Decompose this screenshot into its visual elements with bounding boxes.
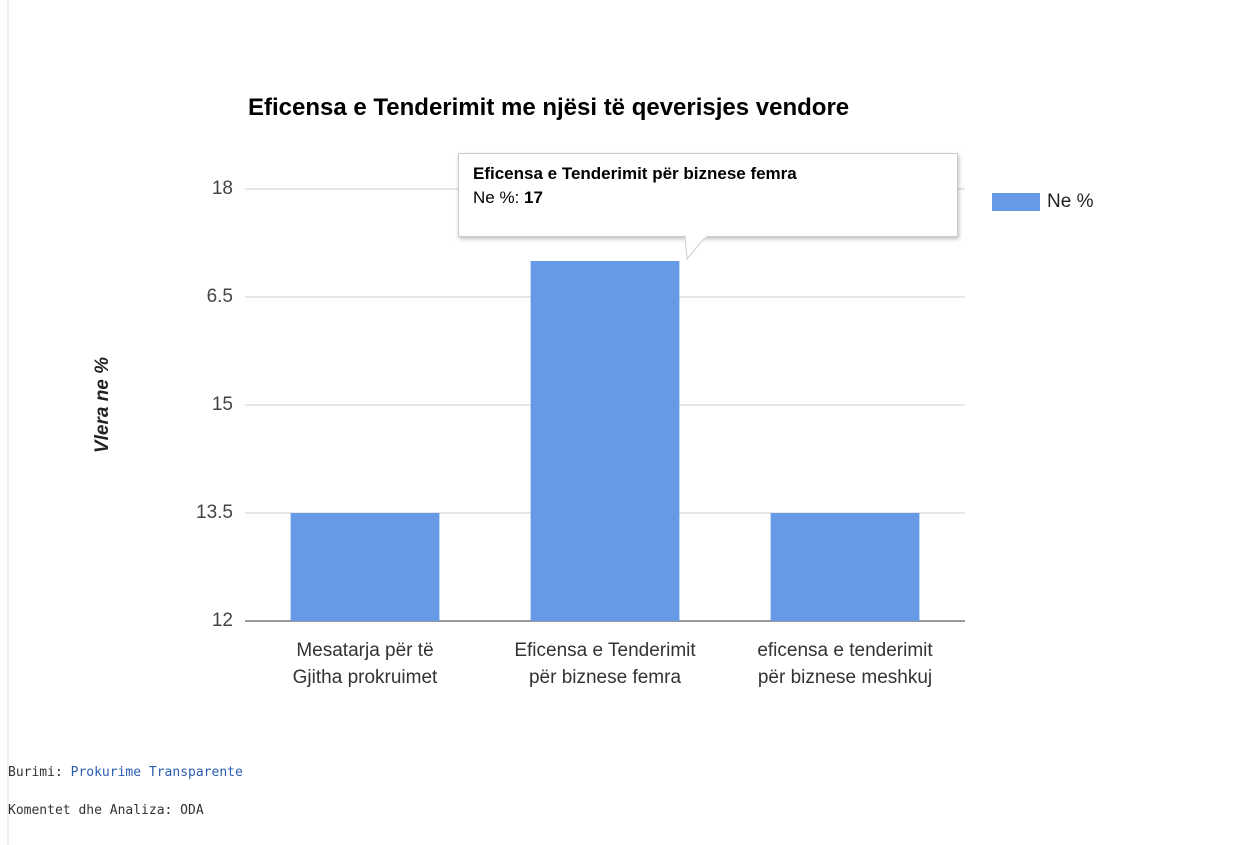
bar	[770, 513, 920, 621]
y-tick-label: 15	[212, 394, 233, 415]
source-label: Burimi:	[8, 765, 63, 780]
y-tick-label: 18	[212, 178, 233, 199]
bar	[530, 261, 680, 621]
chart-title: Eficensa e Tenderimit me njësi të qeveri…	[248, 94, 850, 121]
tooltip: Eficensa e Tenderimit për biznese femra N…	[458, 153, 958, 237]
tooltip-title: Eficensa e Tenderimit për biznese femra	[473, 164, 797, 183]
tooltip-series: Ne %	[473, 188, 524, 207]
tooltip-value: 17	[524, 188, 543, 207]
x-tick-label: Eficensa e Tenderimit për biznese femra	[514, 640, 696, 688]
x-tick-label: eficensa e tenderimit për biznese meshku…	[757, 640, 933, 688]
bar	[290, 513, 440, 621]
tooltip-pointer	[684, 235, 707, 261]
source: Burimi: Prokurime Transparente	[8, 765, 243, 780]
comments: Komentet dhe Analiza: ODA	[8, 803, 204, 818]
x-tick-label: Mesatarja për të Gjitha prokruimet	[292, 640, 438, 688]
y-tick-label: 6.5	[207, 286, 233, 307]
y-tick-label: 13.5	[196, 502, 233, 523]
y-tick-label: 12	[212, 610, 233, 631]
legend-label: Ne %	[1047, 191, 1094, 212]
y-axis-label: Vlera ne %	[92, 357, 113, 453]
source-link[interactable]: Prokurime Transparente	[70, 765, 243, 780]
legend-swatch	[992, 193, 1040, 211]
